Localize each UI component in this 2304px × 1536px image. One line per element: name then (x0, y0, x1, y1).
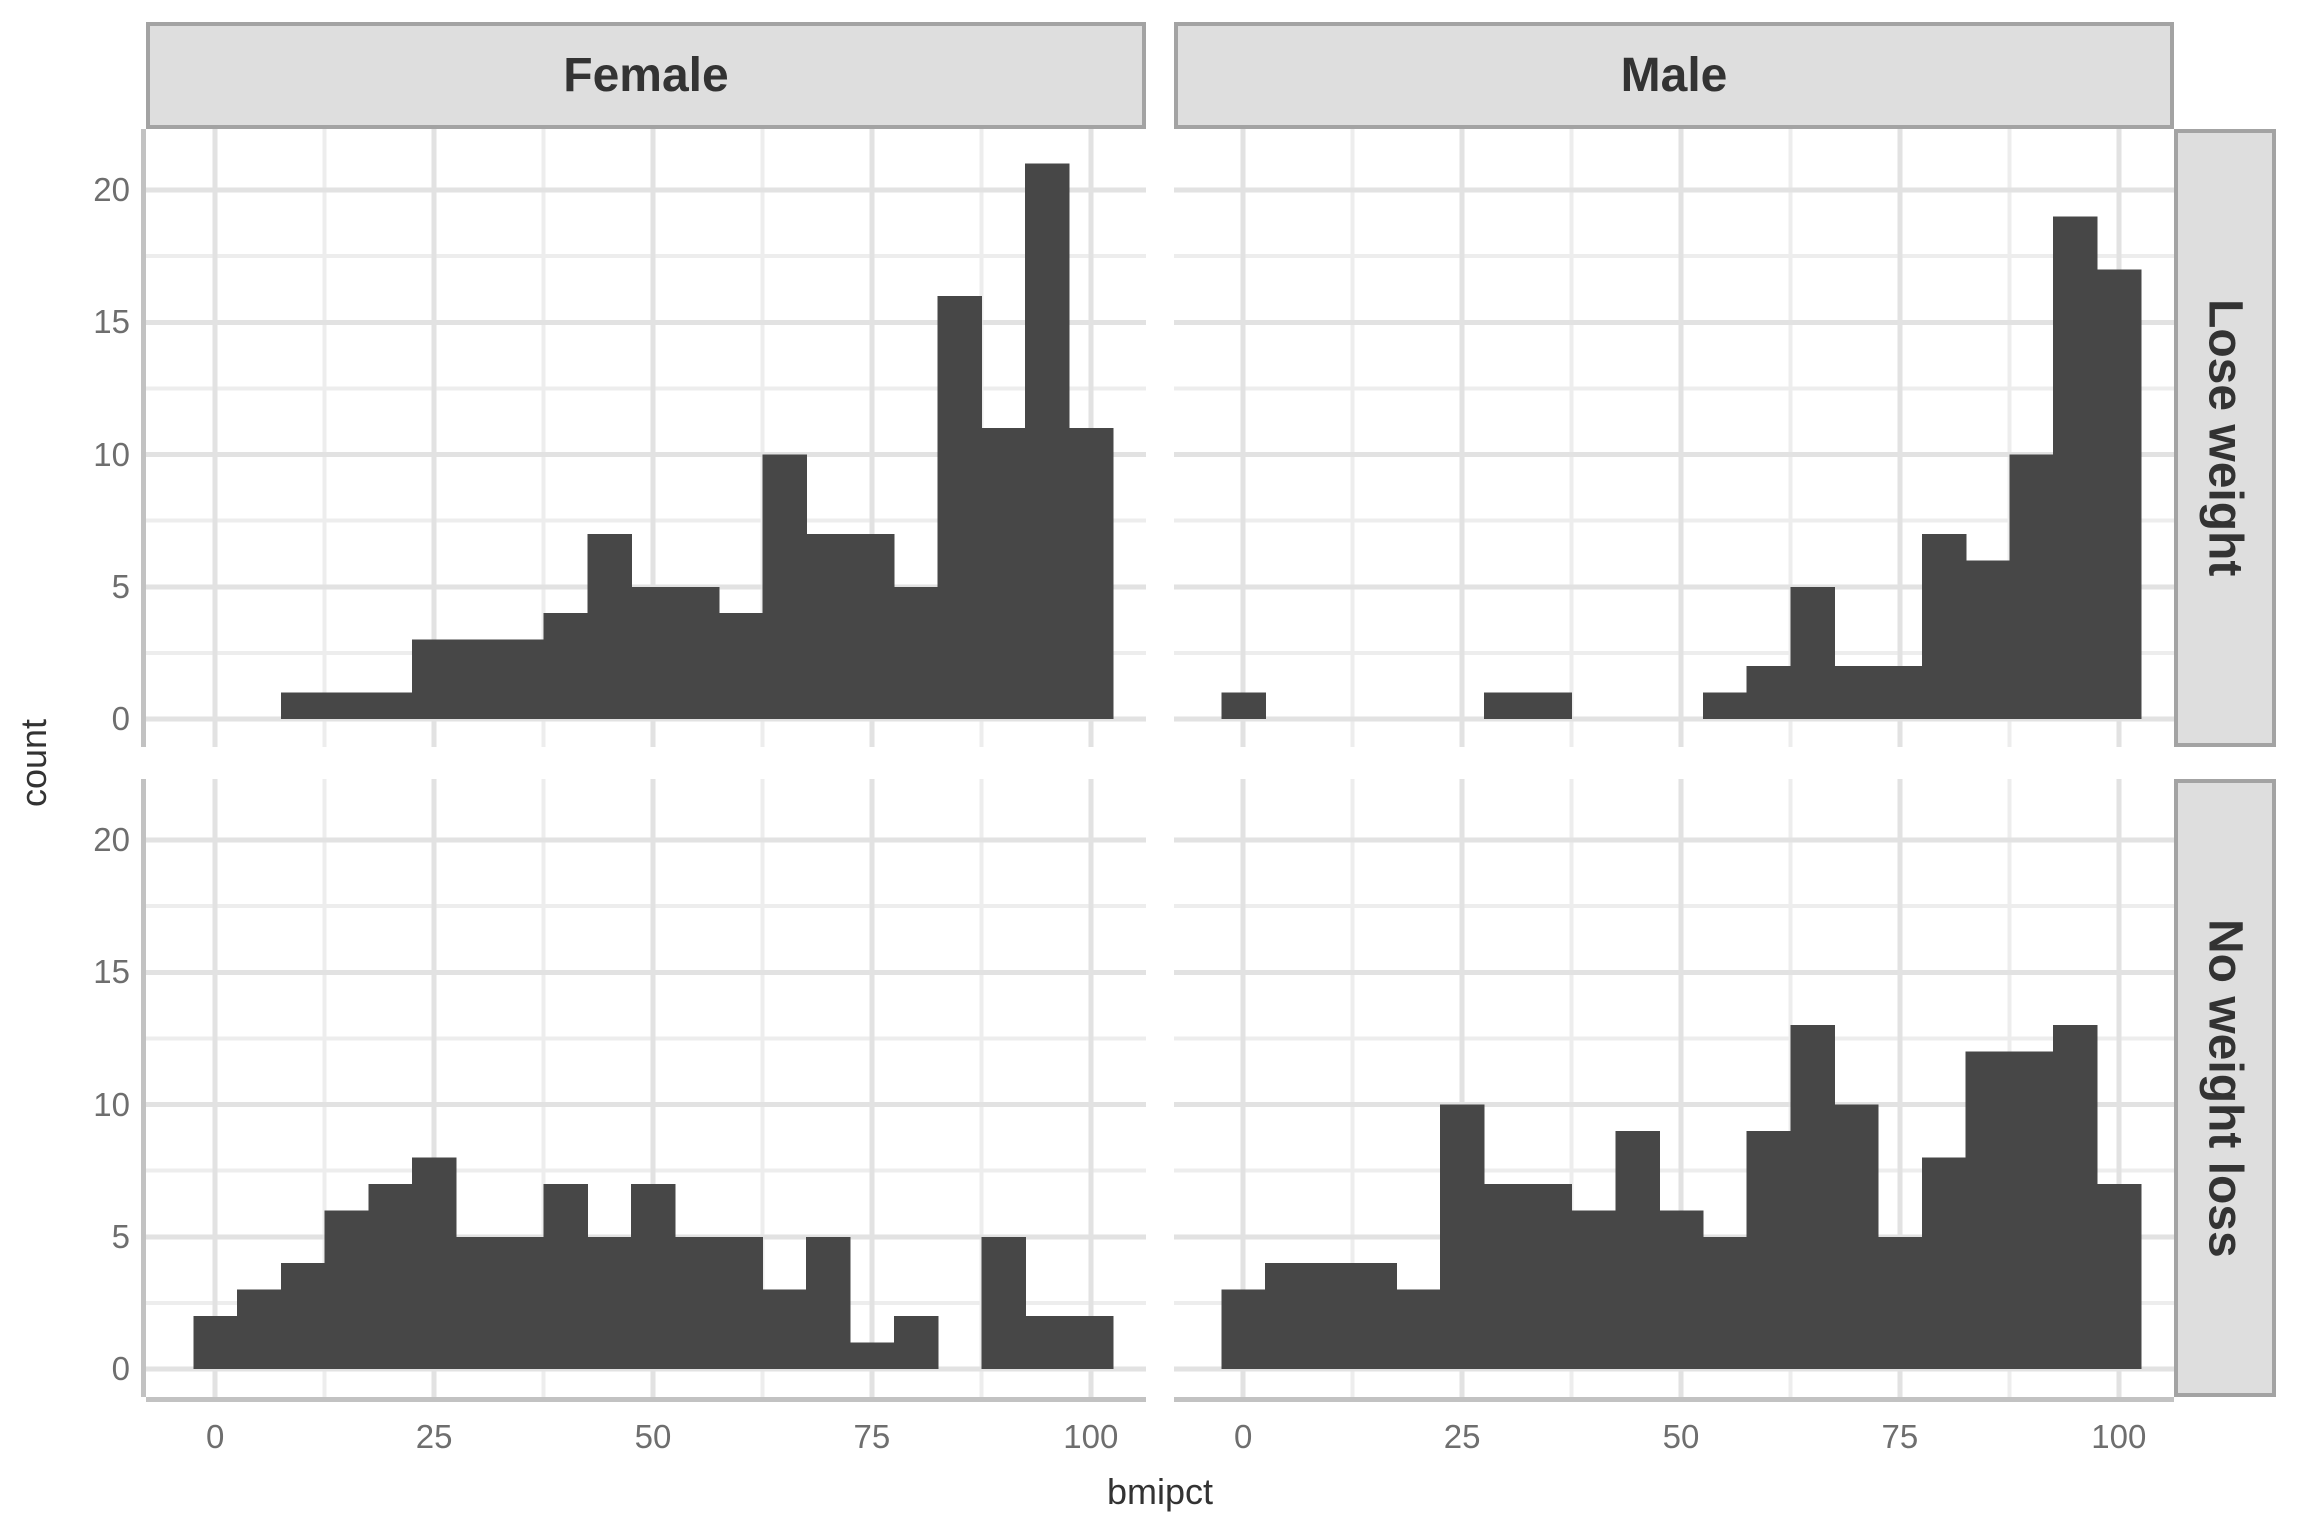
facet-strip-lose-weight-label: Lose weight (2198, 299, 2252, 577)
x-tick-label: 50 (1662, 1418, 1700, 1455)
y-tick-label: 5 (111, 1217, 130, 1255)
y-tick-label: 5 (111, 567, 130, 605)
y-axis-line-top (141, 129, 146, 747)
facet-strip-female-label: Female (563, 49, 729, 102)
x-tick-label: 25 (1443, 1418, 1481, 1455)
y-tick-label: 15 (93, 953, 130, 991)
x-tick-label: 75 (853, 1418, 891, 1455)
facet-strip-male: Male (1174, 22, 2174, 129)
facet-strip-female: Female (146, 22, 1146, 129)
panel-female-no-weight-loss (146, 779, 1146, 1397)
facet-strip-no-weight-loss: No weight loss (2174, 779, 2276, 1397)
x-axis-line-left (146, 1397, 1146, 1402)
panel-female-lose-weight (146, 129, 1146, 747)
y-tick-label: 10 (93, 435, 130, 473)
x-tick-label: 75 (1881, 1418, 1919, 1455)
x-tick-label: 25 (415, 1418, 453, 1455)
x-tick-label: 50 (634, 1418, 672, 1455)
y-axis-title: count (13, 718, 54, 808)
y-tick-label: 20 (93, 171, 130, 208)
panel-male-lose-weight (1174, 129, 2174, 747)
facet-strip-male-label: Male (1620, 49, 1728, 102)
x-tick-label: 100 (1063, 1418, 1119, 1455)
facet-strip-lose-weight: Lose weight (2174, 129, 2276, 747)
y-tick-label: 0 (111, 1350, 130, 1387)
x-axis-line-right (1174, 1397, 2174, 1402)
x-tick-label: 0 (205, 1418, 225, 1455)
x-tick-label: 0 (1233, 1418, 1253, 1455)
x-tick-label: 100 (2091, 1418, 2147, 1455)
facet-strip-no-weight-loss-label: No weight loss (2198, 918, 2252, 1258)
y-tick-label: 20 (93, 821, 130, 858)
y-axis-line-bottom (141, 779, 146, 1397)
y-tick-label: 15 (93, 303, 130, 341)
y-tick-label: 10 (93, 1085, 130, 1123)
panel-male-no-weight-loss (1174, 779, 2174, 1397)
x-axis-title: bmipct (1106, 1471, 1214, 1512)
